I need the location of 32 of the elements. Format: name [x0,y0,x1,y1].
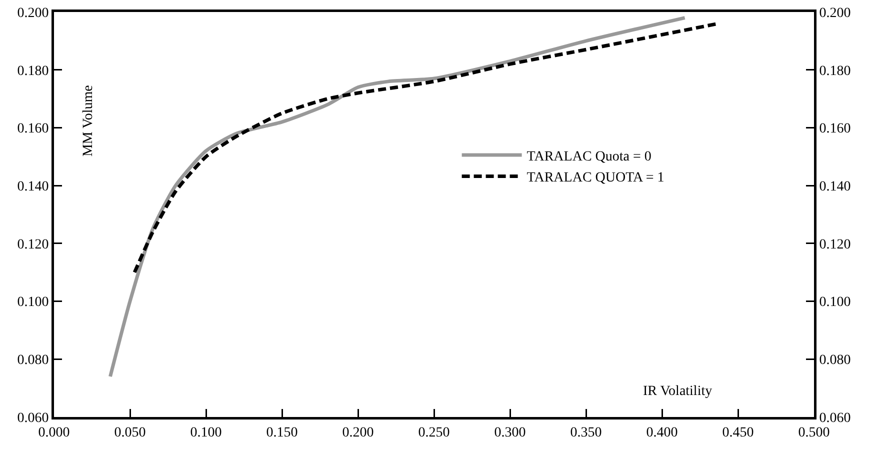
y2-tick-label: 0.120 [819,237,851,252]
y2-tick-label: 0.180 [819,64,851,79]
y2-tick-label: 0.060 [819,410,851,426]
y-tick-label: 0.200 [17,6,49,21]
y-tick-label: 0.060 [17,410,49,426]
x-tick-label: 0.400 [646,425,678,440]
y-tick-label: 0.080 [17,353,49,368]
x-tick-label: 0.350 [570,425,602,440]
x-tick-label: 0.250 [418,425,450,440]
y-axis-title: MM Volume [80,85,96,157]
x-tick-label: 0.050 [114,425,146,440]
y-tick-label: 0.100 [17,295,49,310]
x-tick-label: 0.150 [266,425,298,440]
x-axis-title: IR Volatility [643,384,712,399]
legend-label: TARALAC Quota = 0 [526,149,652,164]
x-tick-label: 0.200 [342,425,374,440]
y2-tick-label: 0.140 [819,179,851,194]
line-series [108,16,687,378]
y2-tick-label: 0.200 [819,6,851,21]
y-tick-label: 0.120 [17,237,49,252]
x-tick-label: 0.450 [722,425,754,440]
y2-tick-label: 0.080 [819,353,851,368]
y-tick-label: 0.180 [17,64,49,79]
x-tick-label: 0.300 [494,425,526,440]
y2-tick-label: 0.100 [819,295,851,310]
x-tick-label: 0.100 [190,425,222,440]
legend-label: TARALAC QUOTA = 1 [526,170,664,186]
y-tick-label: 0.140 [17,179,49,194]
y-tick-label: 0.160 [17,122,49,137]
x-tick-label: 0.000 [38,425,70,440]
y2-tick-label: 0.160 [819,122,851,137]
x-tick-label: 0.500 [798,425,830,440]
